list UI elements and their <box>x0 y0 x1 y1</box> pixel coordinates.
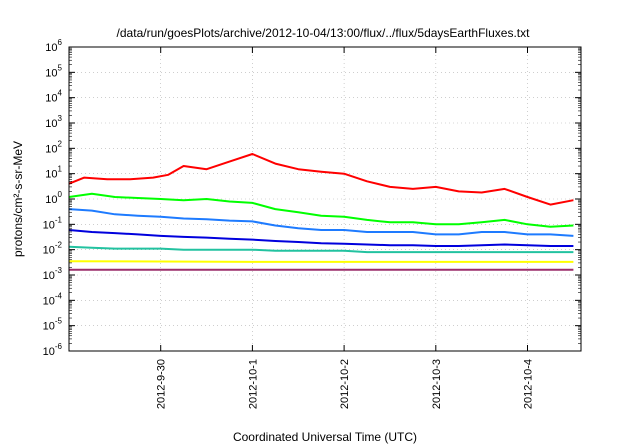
y-tick-label: 103 <box>45 114 62 130</box>
y-tick-label: 10-1 <box>43 215 63 231</box>
x-tick-label: 2012-9-30 <box>156 359 168 409</box>
series-line-6 <box>68 260 574 263</box>
chart-title: /data/run/goesPlots/archive/2012-10-04/1… <box>117 26 531 40</box>
series-line-4 <box>68 229 574 247</box>
y-tick-label: 102 <box>45 139 62 155</box>
x-tick-label: 2012-10-1 <box>247 359 259 409</box>
y-tick-label: 10-4 <box>43 291 63 307</box>
y-axis-label: protons/cm²-s-sr-MeV <box>11 141 25 257</box>
series-lines <box>68 153 574 271</box>
y-tick-label: 10-3 <box>43 266 63 282</box>
x-axis-label: Coordinated Universal Time (UTC) <box>233 430 417 444</box>
x-axis: 2012-9-30 2012-10-1 2012-10-2 2012-10-3 2012… <box>156 47 535 409</box>
x-tick-label: 2012-10-2 <box>339 359 351 409</box>
series-line-5 <box>68 245 574 254</box>
y-tick-label: 104 <box>45 89 62 105</box>
y-tick-label: 100 <box>45 190 62 206</box>
series-line-2 <box>68 192 574 228</box>
y-tick-label: 101 <box>45 165 62 181</box>
y-tick-label: 106 <box>45 38 62 54</box>
x-tick-label: 2012-10-3 <box>431 359 443 409</box>
y-tick-label: 10-6 <box>43 342 63 358</box>
y-tick-label: 105 <box>45 63 62 79</box>
series-line-3 <box>68 208 574 237</box>
y-axis: 10-6 10-5 10-4 10-3 10-2 10-1 100 101 102 103 104 1… <box>43 38 581 358</box>
y-tick-label: 10-5 <box>43 317 63 333</box>
series-line-1 <box>68 153 574 206</box>
y-tick-label: 10-2 <box>43 241 63 257</box>
x-tick-label: 2012-10-4 <box>523 359 535 409</box>
